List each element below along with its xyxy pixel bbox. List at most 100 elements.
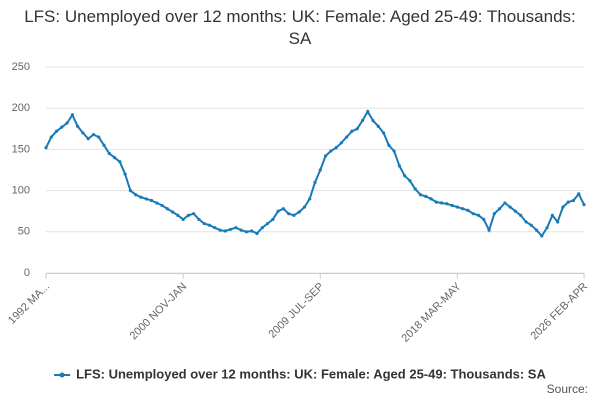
point	[239, 228, 243, 232]
x-tick-label: 2000 NOV-JAN	[128, 281, 190, 343]
point	[498, 207, 502, 211]
point	[550, 213, 554, 217]
point	[513, 209, 518, 213]
point	[403, 174, 407, 178]
point	[49, 135, 53, 139]
x-tick-label: 2026 FEB-APR	[528, 281, 590, 343]
point	[529, 223, 533, 227]
point	[54, 129, 59, 133]
point	[476, 213, 481, 217]
point	[308, 197, 312, 201]
point	[260, 226, 264, 230]
point	[170, 210, 175, 214]
point	[471, 212, 475, 216]
y-tick-label: 100	[12, 185, 30, 197]
point	[503, 201, 507, 205]
point	[392, 149, 396, 153]
point	[302, 205, 307, 209]
point	[387, 143, 391, 147]
y-tick-label: 50	[18, 226, 30, 238]
point	[197, 217, 201, 222]
point	[540, 234, 544, 238]
x-tick-label: 2018 MAR-MAY	[399, 280, 464, 345]
point	[556, 220, 560, 224]
point	[466, 208, 470, 212]
legend-marker	[59, 372, 65, 378]
point	[434, 200, 438, 204]
point	[534, 228, 539, 232]
point	[218, 228, 222, 232]
point	[65, 121, 69, 125]
point	[397, 164, 401, 168]
point	[450, 203, 454, 208]
point	[86, 137, 90, 141]
point	[366, 109, 370, 114]
point	[334, 146, 338, 150]
y-tick-label: 150	[12, 143, 30, 155]
y-tick-label: 0	[24, 267, 30, 279]
point	[271, 217, 275, 222]
point	[244, 230, 249, 234]
point	[123, 172, 127, 176]
point	[118, 160, 122, 164]
point	[76, 124, 80, 128]
point	[155, 201, 159, 205]
point	[144, 197, 148, 201]
legend-label: LFS: Unemployed over 12 months: UK: Fema…	[76, 366, 546, 381]
point	[181, 217, 185, 222]
point	[192, 212, 196, 216]
y-tick-label: 200	[12, 102, 30, 114]
point	[81, 131, 85, 135]
point	[461, 207, 465, 211]
source-label: Source:	[547, 382, 588, 396]
point	[128, 189, 132, 193]
point	[313, 180, 317, 184]
point	[229, 227, 233, 231]
point	[287, 212, 291, 216]
point	[371, 118, 375, 123]
point	[561, 205, 565, 209]
point	[255, 231, 259, 236]
point	[571, 198, 576, 203]
point	[429, 197, 433, 201]
point	[566, 200, 570, 204]
point	[97, 135, 101, 139]
point	[445, 202, 449, 206]
point	[487, 228, 491, 232]
point	[70, 113, 74, 117]
point	[60, 125, 64, 129]
x-tick-label: 2009 JUL-SEP	[266, 281, 326, 341]
point	[376, 124, 380, 128]
point	[508, 205, 512, 209]
point	[112, 156, 117, 160]
point	[577, 192, 581, 196]
point	[482, 217, 486, 222]
point	[582, 203, 586, 207]
point	[545, 226, 549, 230]
point	[519, 213, 523, 217]
point	[297, 210, 301, 214]
point	[234, 226, 238, 230]
point	[345, 135, 349, 139]
point	[455, 205, 460, 209]
point	[91, 132, 96, 137]
point	[265, 221, 270, 226]
point	[223, 229, 227, 233]
point	[281, 207, 285, 211]
point	[492, 212, 496, 216]
point	[318, 168, 322, 172]
point	[381, 131, 386, 135]
point	[202, 221, 206, 226]
point	[250, 229, 254, 233]
point	[276, 209, 280, 213]
point	[360, 118, 365, 123]
y-tick-label: 250	[12, 61, 30, 73]
chart-title: LFS: Unemployed over 12 months: UK: Fema…	[24, 7, 576, 48]
point	[408, 179, 412, 183]
point	[102, 143, 106, 147]
point	[107, 151, 111, 156]
point	[207, 223, 212, 227]
point	[160, 203, 164, 208]
